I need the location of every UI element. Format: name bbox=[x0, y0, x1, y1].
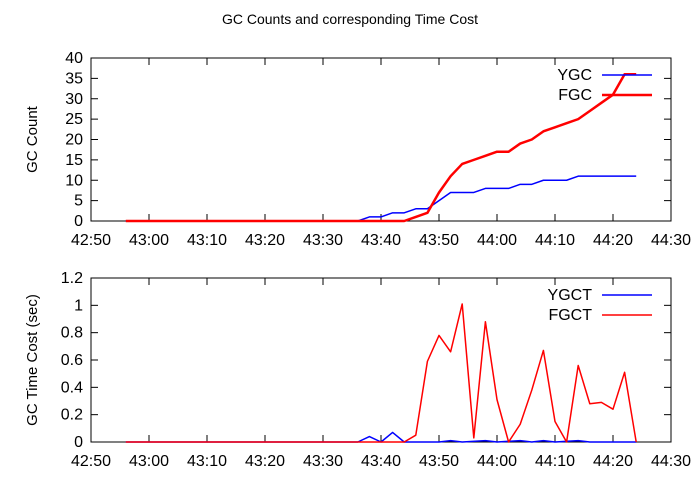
x-tick-label: 44:20 bbox=[593, 453, 633, 470]
x-tick-label: 43:30 bbox=[303, 232, 343, 249]
series-line-ygct bbox=[125, 431, 637, 443]
x-tick-label: 43:30 bbox=[303, 453, 343, 470]
x-tick-label: 44:20 bbox=[593, 232, 633, 249]
y-tick-label: 25 bbox=[65, 111, 83, 128]
y-tick-label: 5 bbox=[74, 193, 83, 210]
y-tick-label: 20 bbox=[65, 132, 83, 149]
y-tick-label: 30 bbox=[65, 91, 83, 108]
series-line-fgc bbox=[125, 73, 637, 223]
x-tick-label: 44:10 bbox=[535, 453, 575, 470]
y-tick-label: 0 bbox=[74, 434, 83, 451]
x-tick-label: 43:00 bbox=[129, 232, 169, 249]
series-line-fgct bbox=[125, 303, 637, 443]
x-tick-label: 44:00 bbox=[477, 453, 517, 470]
x-tick-label: 44:30 bbox=[651, 453, 691, 470]
y-axis-label: GC Count bbox=[24, 105, 41, 173]
y-tick-label: 40 bbox=[65, 50, 83, 67]
legend-label-fgct: FGCT bbox=[548, 307, 592, 324]
y-tick-label: 0.2 bbox=[61, 407, 83, 424]
x-tick-label: 43:40 bbox=[361, 232, 401, 249]
x-tick-label: 43:10 bbox=[187, 232, 227, 249]
x-tick-label: 43:50 bbox=[419, 453, 459, 470]
x-tick-label: 42:50 bbox=[71, 453, 111, 470]
panel-2: 0 0.2 0.4 0.6 0.8 1 1.2 42:50 43:00 43:10 43:20 43:… bbox=[24, 270, 691, 470]
y-tick-label: 0.8 bbox=[61, 325, 83, 342]
x-tick-label: 43:20 bbox=[245, 453, 285, 470]
legend-label-ygct: YGCT bbox=[548, 287, 593, 304]
x-tick-label: 43:10 bbox=[187, 453, 227, 470]
x-tick-label: 44:00 bbox=[477, 232, 517, 249]
x-tick-label: 43:00 bbox=[129, 453, 169, 470]
y-tick-label: 0.6 bbox=[61, 352, 83, 369]
x-tick-label: 44:30 bbox=[651, 232, 691, 249]
chart-title: GC Counts and corresponding Time Cost bbox=[222, 11, 478, 27]
x-tick-label: 44:10 bbox=[535, 232, 575, 249]
series-line-ygc bbox=[125, 175, 637, 222]
y-tick-label: 35 bbox=[65, 70, 83, 87]
legend-label-fgc: FGC bbox=[558, 87, 592, 104]
y-tick-label: 1.2 bbox=[61, 270, 83, 287]
y-tick-label: 10 bbox=[65, 172, 83, 189]
x-tick-label: 43:40 bbox=[361, 453, 401, 470]
legend-label-ygc: YGC bbox=[557, 67, 592, 84]
x-tick-label: 43:20 bbox=[245, 232, 285, 249]
y-tick-label: 15 bbox=[65, 152, 83, 169]
y-tick-label: 0.4 bbox=[61, 379, 83, 396]
panel-1: 0 5 10 15 20 25 30 35 40 42:50 43:00 43:10 43:20 43:3… bbox=[24, 50, 691, 249]
y-tick-label: 1 bbox=[74, 297, 83, 314]
x-tick-label: 43:50 bbox=[419, 232, 459, 249]
y-tick-label: 0 bbox=[74, 213, 83, 230]
x-tick-label: 42:50 bbox=[71, 232, 111, 249]
y-axis-label: GC Time Cost (sec) bbox=[24, 294, 41, 426]
